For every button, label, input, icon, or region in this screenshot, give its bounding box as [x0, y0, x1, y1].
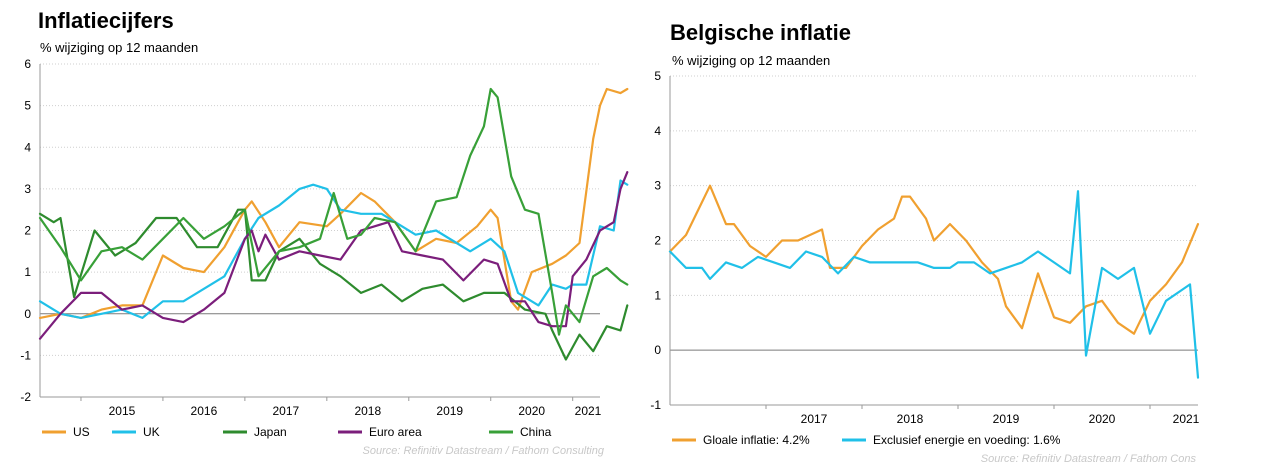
y-tick-label: 0	[24, 307, 31, 321]
x-tick-label: 2018	[897, 412, 924, 426]
y-tick-label: 4	[654, 124, 661, 138]
x-tick-label: 2017	[273, 404, 300, 418]
x-tick-label: 2016	[191, 404, 218, 418]
legend-label: China	[520, 425, 552, 439]
y-tick-label: 2	[24, 224, 31, 238]
source-note: Source: Refinitiv Datastream / Fathom Co…	[981, 453, 1197, 465]
x-tick-label: 2015	[109, 404, 136, 418]
y-tick-label: -1	[650, 398, 661, 412]
series-line	[38, 87, 629, 319]
x-tick-label: 2020	[1089, 412, 1116, 426]
series-line	[668, 190, 1200, 379]
inflation-line-chart: -2 -1 0 1 2 3 4 5 6 2015 2016 2017 2018 2019 2020 2021 U…	[20, 57, 629, 457]
chart-subtitle: % wijziging op 12 maanden	[672, 53, 831, 68]
chart-subtitle: % wijziging op 12 maanden	[40, 40, 199, 55]
y-tick-label: 5	[24, 99, 31, 113]
legend-item: China	[489, 425, 552, 439]
y-tick-label: 1	[654, 288, 661, 302]
x-tick-label: 2019	[436, 404, 463, 418]
chart-title: Inflatiecijfers	[38, 8, 174, 33]
x-tick-label: 2021	[1173, 412, 1200, 426]
source-note: Source: Refinitiv Datastream / Fathom Co…	[363, 445, 605, 457]
y-tick-label: 0	[654, 343, 661, 357]
y-tick-label: 6	[24, 57, 31, 71]
legend-item: Euro area	[338, 425, 422, 439]
legend-item: US	[42, 425, 90, 439]
legend-label: Japan	[254, 425, 287, 439]
series-line	[38, 87, 629, 336]
legend-item: Exclusief energie en voeding: 1.6%	[842, 433, 1061, 447]
legend-label: Gloale inflatie: 4.2%	[703, 433, 810, 447]
legend-item: Gloale inflatie: 4.2%	[672, 433, 810, 447]
x-tick-label: 2018	[354, 404, 381, 418]
series-line	[38, 208, 629, 361]
legend-label: UK	[143, 425, 160, 439]
x-tick-label: 2019	[993, 412, 1020, 426]
legend-item: Japan	[223, 425, 287, 439]
inflation-chart-panel: Inflatiecijfers % wijziging op 12 maande…	[20, 8, 629, 457]
series-line	[668, 184, 1200, 335]
legend-label: Exclusief energie en voeding: 1.6%	[873, 433, 1061, 447]
series-line	[38, 179, 629, 319]
belgian-inflation-line-chart: -1 0 1 2 3 4 5 2017 2018 2019 2020 2021 Gloale infla…	[650, 69, 1200, 465]
x-tick-label: 2020	[518, 404, 545, 418]
y-tick-label: 5	[654, 69, 661, 83]
chart-title: Belgische inflatie	[670, 20, 851, 45]
y-tick-label: -2	[20, 390, 31, 404]
series-line	[38, 171, 629, 340]
y-tick-label: 4	[24, 140, 31, 154]
y-tick-label: 3	[654, 179, 661, 193]
x-tick-label: 2017	[801, 412, 828, 426]
legend-label: US	[73, 425, 90, 439]
x-tick-label: 2021	[575, 404, 602, 418]
belgian-inflation-chart-panel: Belgische inflatie % wijziging op 12 maa…	[640, 0, 1280, 471]
legend-label: Euro area	[369, 425, 422, 439]
y-tick-label: -1	[20, 348, 31, 362]
y-tick-label: 2	[654, 234, 661, 248]
legend-item: UK	[112, 425, 160, 439]
y-tick-label: 1	[24, 265, 31, 279]
y-tick-label: 3	[24, 182, 31, 196]
